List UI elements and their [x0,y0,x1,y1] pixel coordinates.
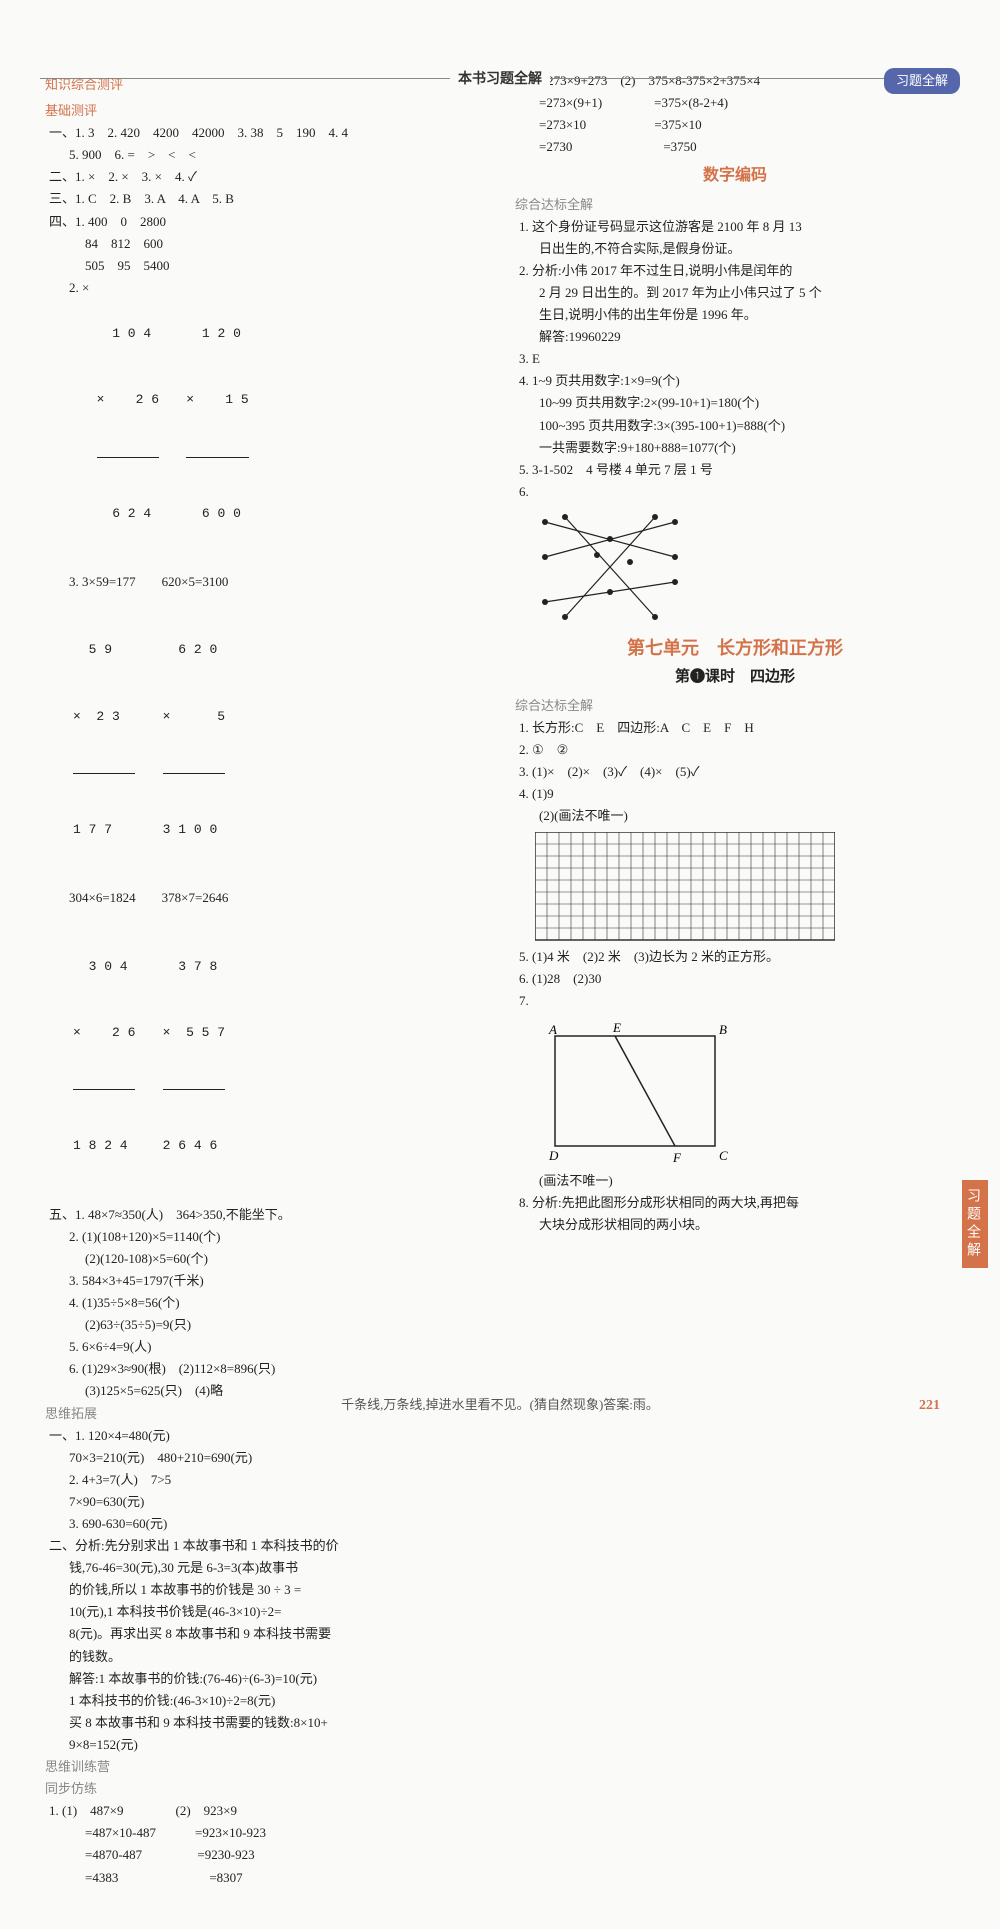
vcalc-3: 5 9 × 2 3 1 7 7 [73,595,135,885]
section-zonghe2: 综合达标全解 [515,695,955,717]
r5c: 一共需要数字:9+180+888=1077(个) [539,437,955,459]
svg-text:A: A [548,1022,557,1037]
q2-label: 2. × [69,280,89,295]
l3: 三、1. C 2. B 3. A 4. A 5. B [49,188,495,210]
vcalc-4: 6 2 0 × 5 3 1 0 0 [163,595,225,885]
svg-text:B: B [719,1022,727,1037]
vc-row-2: 5 9 × 2 3 1 7 7 6 2 0 × 5 3 1 0 0 [69,593,495,887]
r12: 5. (1)4 米 (2)2 米 (3)边长为 2 米的正方形。 [519,946,955,968]
r5b: 100~395 页共用数字:3×(395-100+1)=888(个) [539,415,955,437]
r3: 2. 分析:小伟 2017 年不过生日,说明小伟是闰年的 [519,260,955,282]
l8b: =4870-487 =9230-923 [85,1844,495,1866]
r3a: 2 月 29 日出生的。到 2017 年为止小伟只过了 5 个 [539,282,955,304]
header-title: 本书习题全解 [450,68,550,92]
r8: 1. 长方形:C E 四边形:A C E F H [519,717,955,739]
l4c: 2. × 1 0 4 × 2 6 6 2 4 1 2 0 × 1 5 6 0 0 [69,277,495,571]
r1b: =273×10 =375×10 [539,114,955,136]
l7c: 10(元),1 本科技书价钱是(46-3×10)÷2= [69,1601,495,1623]
r2: 1. 这个身份证号码显示这位游客是 2100 年 8 月 13 [519,216,955,238]
l5g: 6. (1)29×3≈90(根) (2)112×8=896(只) [69,1358,495,1380]
l2: 二、1. × 2. × 3. × 4. ✓ [49,166,495,188]
q7-diagram: A E B D F C [535,1016,735,1166]
sub-title: 第❶课时 四边形 [515,665,955,691]
l5b: (2)(120-108)×5=60(个) [85,1248,495,1270]
vcalc-5: 3 0 4 × 2 6 1 8 2 4 [73,911,135,1201]
r10: 3. (1)× (2)× (3)✓ (4)× (5)✓ [519,761,955,783]
l6: 一、1. 120×4=480(元) [49,1425,495,1447]
l5c: 3. 584×3+45=1797(千米) [69,1270,495,1292]
r15a: 大块分成形状相同的两小块。 [539,1214,955,1236]
vcalc-2: 1 2 0 × 1 5 6 0 0 [186,279,248,569]
l8c: =4383 =8307 [85,1867,495,1889]
page-number: 221 [919,1394,940,1418]
l5d: 4. (1)35÷5×8=56(个) [69,1292,495,1314]
left-column: 知识综合测评 基础测评 一、1. 3 2. 420 4200 42000 3. … [45,70,495,1889]
title-shuzi: 数字编码 [515,162,955,189]
svg-text:C: C [719,1148,728,1163]
r13: 6. (1)28 (2)30 [519,968,955,990]
r14a: (画法不唯一) [539,1170,955,1192]
l5: 五、1. 48×7≈350(人) 364>350,不能坐下。 [49,1204,495,1226]
r5a: 10~99 页共用数字:2×(99-10+1)=180(个) [539,392,955,414]
l1b: 5. 900 6. = > < < [69,144,495,166]
side-tab: 习题全解 [962,1180,988,1268]
r7: 6. [519,481,955,503]
section-zonghe1: 综合达标全解 [515,194,955,216]
l5f: 5. 6×6÷4=9(人) [69,1336,495,1358]
svg-text:E: E [612,1020,621,1035]
l7d: 8(元)。再求出买 8 本故事书和 9 本科技书需要 [69,1623,495,1645]
l7a: 钱,76-46=30(元),30 元是 6-3=3(本)故事书 [69,1557,495,1579]
svg-text:F: F [672,1150,682,1165]
r4: 3. E [519,348,955,370]
r11a: (2)(画法不唯一) [539,805,955,827]
l5a: 2. (1)(108+120)×5=1140(个) [69,1226,495,1248]
r2a: 日出生的,不符合实际,是假身份证。 [539,238,955,260]
r9: 2. ① ② [519,739,955,761]
r6: 5. 3-1-502 4 号楼 4 单元 7 层 1 号 [519,459,955,481]
vc-row-3: 3 0 4 × 2 6 1 8 2 4 3 7 8 × 5 5 7 2 6 4 … [69,909,495,1203]
unit-title: 第七单元 长方形和正方形 [515,633,955,664]
l4b: 505 95 5400 [85,255,495,277]
l7i: 9×8=152(元) [69,1734,495,1756]
l6c: 7×90=630(元) [69,1491,495,1513]
l6b: 2. 4+3=7(人) 7>5 [69,1469,495,1491]
l1: 一、1. 3 2. 420 4200 42000 3. 38 5 190 4. … [49,122,495,144]
r14: 7. [519,990,955,1012]
l7: 二、分析:先分别求出 1 本故事书和 1 本科技书的价 [49,1535,495,1557]
r15: 8. 分析:先把此图形分成形状相同的两大块,再把每 [519,1192,955,1214]
vcalc-1: 1 0 4 × 2 6 6 2 4 [97,279,159,569]
vcalc-6: 3 7 8 × 5 5 7 2 6 4 6 [163,911,225,1201]
l8: 1. (1) 487×9 (2) 923×9 [49,1800,495,1822]
l4d: 3. 3×59=177 620×5=3100 [69,571,495,593]
l7b: 的价钱,所以 1 本故事书的价钱是 30 ÷ 3 = [69,1579,495,1601]
q6-diagram [535,507,685,627]
r11: 4. (1)9 [519,783,955,805]
r1c: =2730 =3750 [539,136,955,158]
l8a: =487×10-487 =923×10-923 [85,1822,495,1844]
r1a: =273×(9+1) =375×(8-2+4) [539,92,955,114]
l4: 四、1. 400 0 2800 [49,211,495,233]
r5: 4. 1~9 页共用数字:1×9=9(个) [519,370,955,392]
r3c: 解答:19960229 [539,326,955,348]
header-badge: 习题全解 [884,68,960,94]
l4e: 304×6=1824 378×7=2646 [69,887,495,909]
svg-text:D: D [548,1148,559,1163]
page-body: 知识综合测评 基础测评 一、1. 3 2. 420 4200 42000 3. … [0,0,1000,1929]
section-jichu: 基础测评 [45,100,495,122]
grid-diagram [535,832,835,942]
l5e: (2)63÷(35÷5)=9(只) [85,1314,495,1336]
l4a: 84 812 600 [85,233,495,255]
footer-riddle: 千条线,万条线,掉进水里看不见。(猜自然现象)答案:雨。 [0,1394,1000,1416]
l6a: 70×3=210(元) 480+210=690(元) [69,1447,495,1469]
r3b: 生日,说明小伟的出生年份是 1996 年。 [539,304,955,326]
l7h: 买 8 本故事书和 9 本科技书需要的钱数:8×10+ [69,1712,495,1734]
section-xunlian: 思维训练营 [45,1756,495,1778]
section-tongbu: 同步仿练 [45,1778,495,1800]
l6d: 3. 690-630=60(元) [69,1513,495,1535]
l7f: 解答:1 本故事书的价钱:(76-46)÷(6-3)=10(元) [69,1668,495,1690]
l7g: 1 本科技书的价钱:(46-3×10)÷2=8(元) [69,1690,495,1712]
right-column: 2. (1)273×9+273 (2) 375×8-375×2+375×4 =2… [515,70,955,1889]
l7e: 的钱数。 [69,1646,495,1668]
